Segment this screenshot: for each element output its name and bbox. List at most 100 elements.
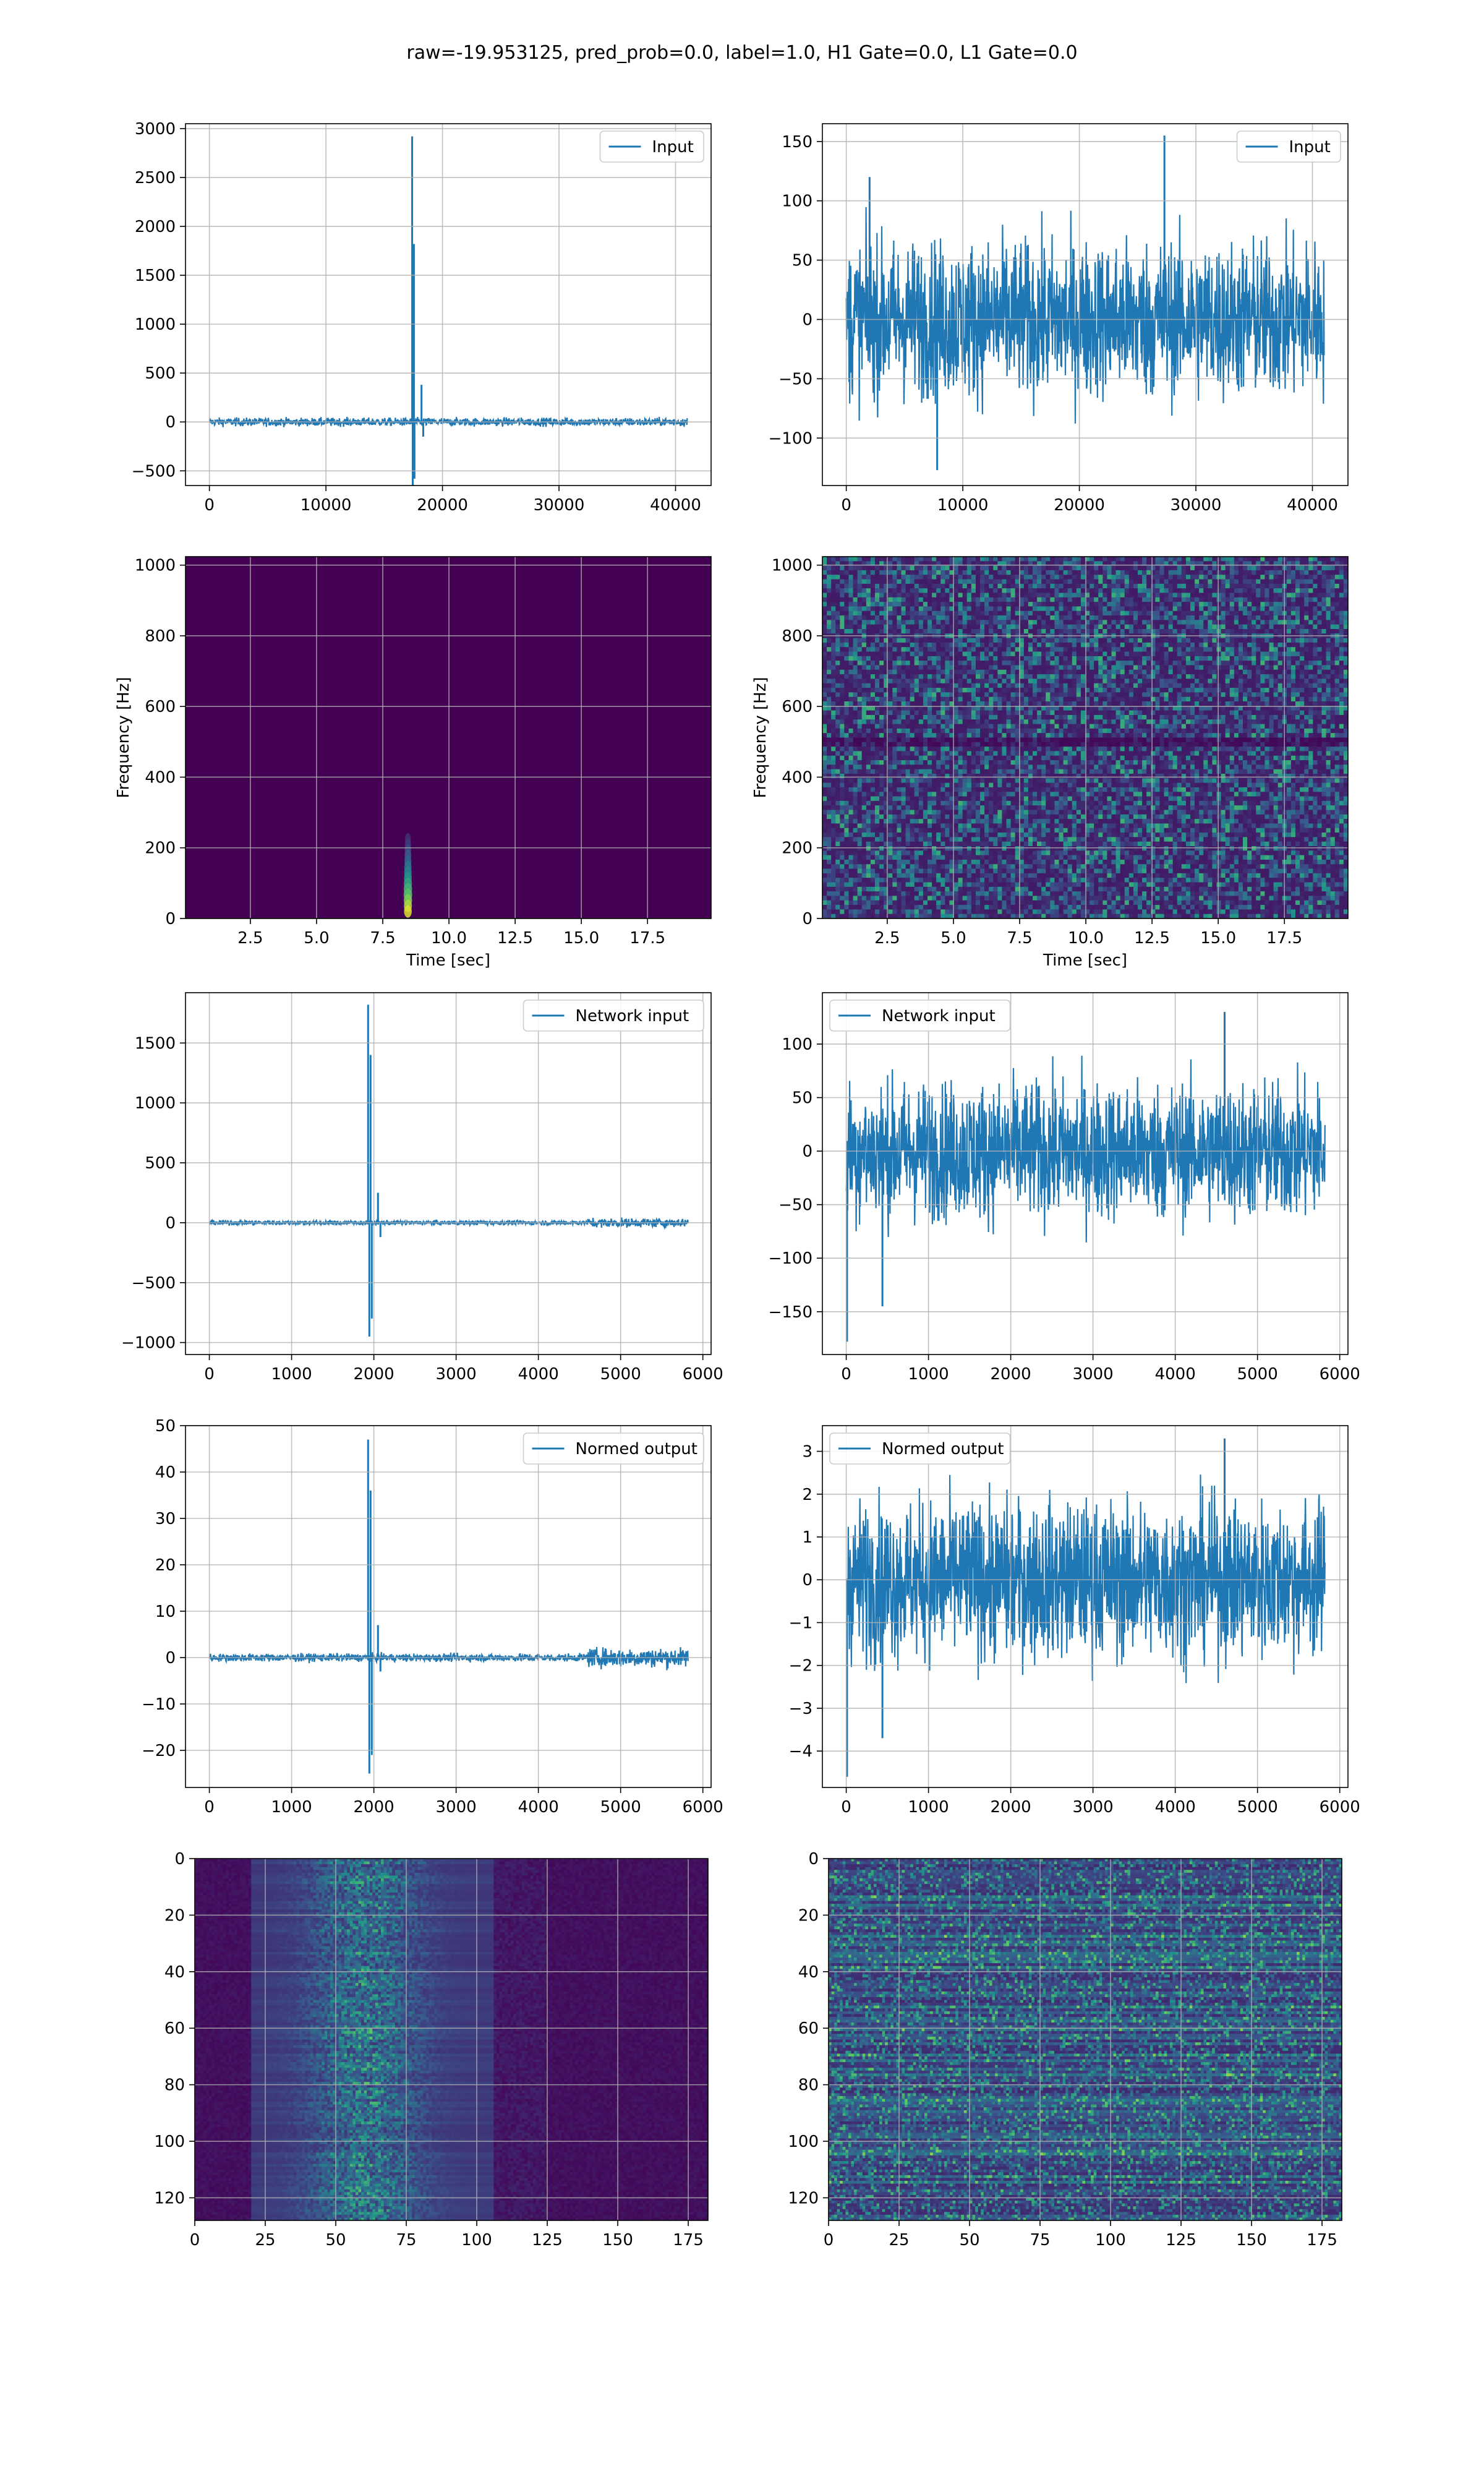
l1-spectrogram-cell xyxy=(1128,561,1134,567)
l1-spectrogram-cell xyxy=(1107,710,1112,716)
l1-spectrogram-cell xyxy=(1300,661,1305,666)
l1-spectrogram-cell xyxy=(1006,665,1012,670)
l1-spectrogram-cell xyxy=(1229,651,1235,657)
l1-spectrogram-cell xyxy=(1124,714,1130,720)
l1-spectrogram-cell xyxy=(1252,674,1256,680)
l1-spectrogram-cell xyxy=(910,724,915,729)
l1-spectrogram-cell xyxy=(1107,669,1112,675)
l1-spectrogram-cell xyxy=(1234,583,1239,589)
l1-spectrogram-cell xyxy=(1023,728,1029,734)
l1-spectrogram-cell xyxy=(1059,606,1064,612)
l1-spectrogram-cell xyxy=(1317,629,1323,634)
l1-spectrogram-cell xyxy=(861,629,867,634)
l1-spectrogram-cell xyxy=(1168,688,1174,693)
l1-spectrogram-cell xyxy=(1164,661,1169,666)
l1-spectrogram-cell xyxy=(910,575,915,580)
l1-spectrogram-cell xyxy=(1243,606,1248,612)
l1-spectrogram-cell xyxy=(844,665,850,670)
l1-spectrogram-cell xyxy=(1138,683,1143,688)
l1-spectrogram-cell xyxy=(1085,620,1090,625)
l1-spectrogram-cell xyxy=(1308,561,1313,567)
l1-spectrogram-cell xyxy=(1212,678,1217,684)
l1-spectrogram-cell xyxy=(1264,692,1270,698)
l1-spectrogram-cell xyxy=(1286,733,1292,738)
l1-spectrogram-cell xyxy=(958,593,963,598)
l1-spectrogram-cell xyxy=(1334,661,1340,666)
l1-spectrogram-cell xyxy=(1229,565,1235,571)
l1-spectrogram-cell xyxy=(1212,701,1217,706)
l1-spectrogram-cell xyxy=(1181,593,1187,598)
l1-spectrogram-cell xyxy=(1067,638,1073,643)
l1-spectrogram-cell xyxy=(1172,719,1178,725)
l1-spectrogram-cell xyxy=(1295,610,1300,616)
l1-spectrogram-cell xyxy=(1321,557,1327,562)
l1-spectrogram-cell xyxy=(870,719,876,725)
l1-spectrogram-cell xyxy=(1212,588,1217,594)
l1-spectrogram-cell xyxy=(1247,629,1252,634)
l1-spectrogram-cell xyxy=(1172,583,1178,589)
l1-spectrogram-cell xyxy=(853,561,858,567)
l1-spectrogram-cell xyxy=(1181,669,1187,675)
l1-spectrogram-cell xyxy=(1019,579,1025,584)
l1-spectrogram-cell xyxy=(1208,579,1213,584)
l1-spectrogram-cell xyxy=(971,570,976,575)
l1-spectrogram-cell xyxy=(1313,579,1318,584)
l1-spectrogram-cell xyxy=(1138,719,1143,725)
l1-spectrogram-cell xyxy=(1063,606,1068,612)
l1-spectrogram-cell xyxy=(848,624,854,630)
l1-spectrogram-cell xyxy=(1133,588,1138,594)
l1-spectrogram-cell xyxy=(1080,688,1086,693)
l1-spectrogram-cell xyxy=(1041,696,1046,702)
l1-spectrogram-cell xyxy=(1225,638,1230,643)
l1-spectrogram-cell xyxy=(1234,593,1239,598)
l1-spectrogram-cell xyxy=(831,737,836,743)
l1-spectrogram-cell xyxy=(940,669,945,675)
l1-spectrogram-cell xyxy=(984,665,989,670)
l1-spectrogram-cell xyxy=(1002,593,1007,598)
l1-spectrogram-cell xyxy=(1221,624,1226,630)
l1-spectrogram-cell xyxy=(923,602,928,607)
l1-spectrogram-cell xyxy=(980,688,985,693)
l1-spectrogram-cell xyxy=(1260,638,1266,643)
l1-spectrogram-cell xyxy=(966,647,972,653)
l1-spectrogram-cell xyxy=(827,593,832,598)
l1-spectrogram-cell xyxy=(884,701,889,706)
l1-spectrogram-cell xyxy=(827,714,832,720)
l1-spectrogram-cell xyxy=(857,570,863,575)
l1-spectrogram-cell xyxy=(971,701,976,706)
l1-spectrogram-cell xyxy=(1142,696,1147,702)
l1-spectrogram-cell xyxy=(1120,674,1125,680)
l1-spectrogram-cell xyxy=(918,692,924,698)
l1-spectrogram-cell xyxy=(1168,570,1174,575)
l1-spectrogram-cell xyxy=(897,602,902,607)
l1-spectrogram-cell xyxy=(1010,710,1016,716)
l1-spectrogram-cell xyxy=(897,737,902,743)
l1-spectrogram-cell xyxy=(1234,588,1239,594)
l1-spectrogram-cell xyxy=(1238,724,1243,729)
l1-spectrogram-cell xyxy=(1155,588,1161,594)
l1-spectrogram-cell xyxy=(927,629,932,634)
l1-spectrogram-cell xyxy=(1046,733,1051,738)
l1-spectrogram-cell xyxy=(835,561,840,567)
l1-spectrogram-cell xyxy=(884,606,889,612)
l1-spectrogram-cell xyxy=(918,656,924,661)
l1-spectrogram-cell xyxy=(1321,683,1327,688)
l1-spectrogram-cell xyxy=(831,610,836,616)
l1-spectrogram-cell xyxy=(897,733,902,738)
l1-spectrogram-cell xyxy=(1028,692,1033,698)
l1-spectrogram-cell xyxy=(1181,665,1187,670)
l1-spectrogram-cell xyxy=(905,737,911,743)
l1-spectrogram-cell xyxy=(1023,597,1029,602)
l1-spectrogram-cell xyxy=(1185,692,1191,698)
l1-spectrogram-cell xyxy=(923,624,928,630)
l1-spectrogram-cell xyxy=(1300,710,1305,716)
l1-spectrogram-cell xyxy=(945,588,950,594)
l1-spectrogram-cell xyxy=(870,714,876,720)
l1-spectrogram-cell xyxy=(1256,674,1261,680)
l1-spectrogram-cell xyxy=(1326,733,1331,738)
l1-spectrogram-cell xyxy=(879,593,884,598)
l1-spectrogram-cell xyxy=(1273,561,1279,567)
l1-spectrogram-cell xyxy=(1185,724,1191,729)
l1-spectrogram-cell xyxy=(1142,724,1147,729)
l1-spectrogram-cell xyxy=(1037,561,1042,567)
